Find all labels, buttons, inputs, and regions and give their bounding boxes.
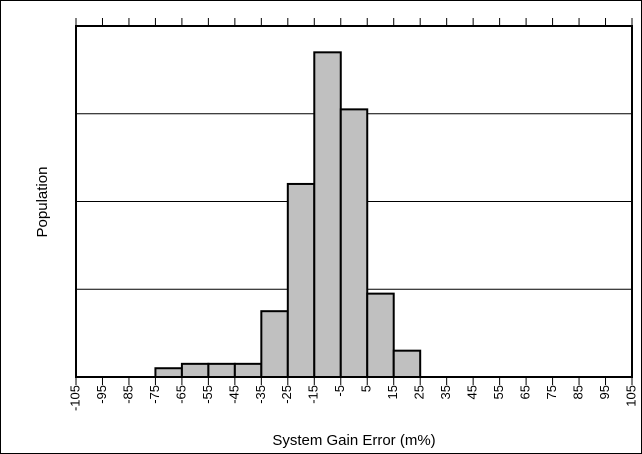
bar-9	[392, 349, 422, 378]
x-tick-label-18: 75	[544, 385, 559, 399]
bar-5	[286, 182, 316, 378]
x-tick-label-21: 105	[623, 385, 638, 407]
bar-7	[339, 108, 369, 379]
x-ticks	[75, 18, 633, 385]
x-tick-label-0: -105	[67, 385, 82, 411]
bar-1	[180, 362, 210, 378]
x-tick-label-9: -15	[306, 385, 321, 404]
x-tick-label-10: -5	[332, 385, 347, 397]
x-tick-label-16: 55	[491, 385, 506, 399]
x-tick-label-13: 25	[412, 385, 427, 399]
x-tick-label-8: -25	[279, 385, 294, 404]
x-tick-label-20: 95	[597, 385, 612, 399]
plot-area	[75, 25, 633, 378]
x-tick-label-19: 85	[570, 385, 585, 399]
bars	[154, 51, 422, 379]
x-axis-label: System Gain Error (m%)	[272, 432, 435, 449]
x-tick-label-12: 15	[385, 385, 400, 399]
x-tick-label-1: -95	[94, 385, 109, 404]
x-tick-label-3: -75	[147, 385, 162, 404]
x-tick-label-6: -45	[226, 385, 241, 404]
bar-3	[233, 362, 263, 378]
x-tick-label-5: -55	[200, 385, 215, 404]
bar-0	[154, 367, 183, 379]
x-tick-label-14: 35	[438, 385, 453, 399]
bar-4	[260, 310, 289, 378]
bar-8	[366, 292, 395, 379]
bar-6	[313, 51, 342, 378]
x-tick-label-2: -85	[120, 385, 135, 404]
x-tick-label-7: -35	[253, 385, 268, 404]
bar-2	[207, 362, 236, 378]
x-tick-label-15: 45	[465, 385, 480, 399]
x-tick-label-11: 5	[359, 385, 374, 392]
x-tick-label-17: 65	[518, 385, 533, 399]
y-axis-label: Population	[34, 167, 51, 238]
x-tick-labels: -105 -95 -85 -75 -65 -55 -45 -35 -25 -15 -5 5 15 25 35…	[67, 385, 638, 411]
x-tick-label-4: -65	[173, 385, 188, 404]
